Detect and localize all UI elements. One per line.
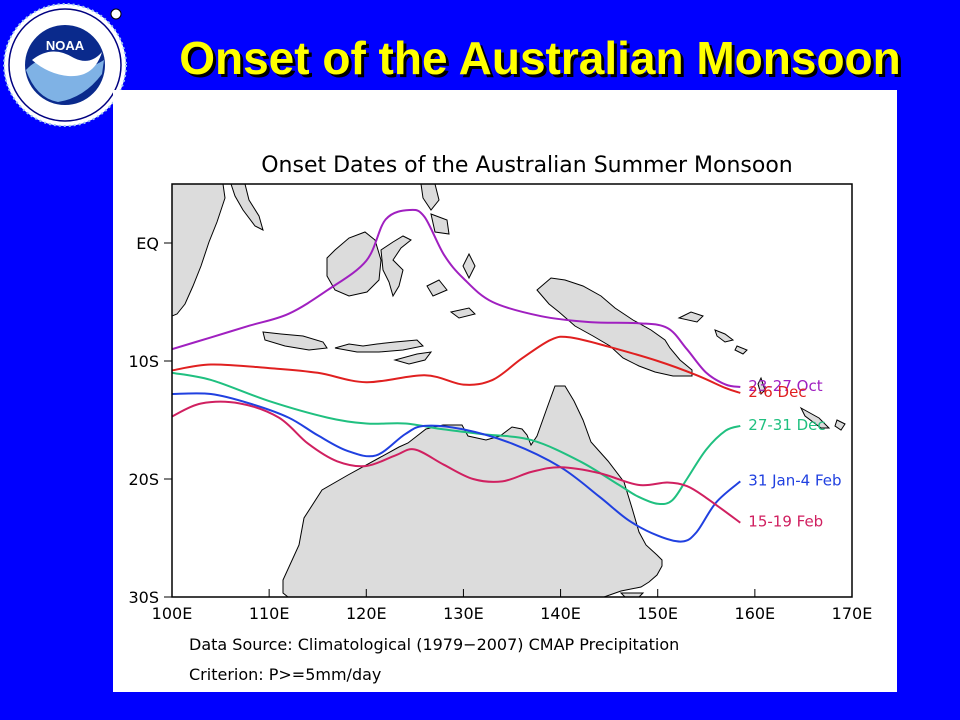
land-borneo <box>326 231 382 297</box>
land-java <box>262 331 328 351</box>
onset-curves <box>172 208 741 543</box>
land-moluccas <box>426 279 448 297</box>
y-tick-label: EQ <box>136 234 159 253</box>
footnote-criterion: Criterion: P>=5mm/day <box>189 665 381 684</box>
x-tick-label: 120E <box>346 604 387 623</box>
x-tick-label: 170E <box>832 604 873 623</box>
x-tick-labels: 100E 110E 120E 130E 140E 150E 160E 170E <box>152 604 873 623</box>
curve-label: 31 Jan-4 Feb <box>748 471 841 489</box>
land-tasmania <box>619 592 645 597</box>
land-sulawesi <box>380 235 412 298</box>
noaa-logo: NOAA <box>3 3 127 127</box>
map-title: Onset Dates of the Australian Summer Mon… <box>261 153 793 178</box>
onset-curve-15-19-feb <box>172 400 741 524</box>
monsoon-map: Onset Dates of the Australian Summer Mon… <box>128 153 873 684</box>
onset-curve-23-27-oct <box>172 208 741 388</box>
land-lesser-sunda <box>334 339 425 353</box>
curve-label: 23-27 Oct <box>748 377 822 395</box>
land-solomons <box>714 329 735 343</box>
x-tick-label: 160E <box>735 604 776 623</box>
land-vanuatu <box>757 376 766 395</box>
land-new-britain <box>677 311 704 323</box>
land-seram <box>449 307 476 319</box>
monsoon-map-panel: Onset Dates of the Australian Summer Mon… <box>113 90 897 692</box>
curve-label: 15-19 Feb <box>748 513 823 531</box>
land-new-guinea <box>536 277 693 377</box>
y-tick-labels: EQ 10S 20S 30S <box>128 234 159 607</box>
slide-title: Onset of the Australian Monsoon <box>179 32 901 84</box>
x-tick-label: 140E <box>540 604 581 623</box>
land-sumatra <box>172 184 226 317</box>
land-fiji <box>834 419 846 431</box>
x-tick-label: 130E <box>443 604 484 623</box>
land-australia <box>282 385 663 597</box>
land-malay-peninsula <box>230 184 264 231</box>
land-philippines <box>420 184 440 211</box>
land-layer <box>172 184 846 597</box>
x-tick-label: 100E <box>152 604 193 623</box>
land-mindanao <box>430 213 450 235</box>
land-timor <box>393 351 433 365</box>
x-tick-label: 150E <box>637 604 678 623</box>
svg-text:NOAA: NOAA <box>46 38 85 53</box>
onset-curve-2-6-dec <box>172 335 741 394</box>
land-halmahera <box>462 252 476 280</box>
onset-curve-31-jan-4-feb <box>172 392 741 543</box>
land-new-caledonia <box>799 406 831 429</box>
footnote-source: Data Source: Climatological (1979−2007) … <box>189 635 679 654</box>
x-tick-label: 110E <box>249 604 290 623</box>
land-solomons-2 <box>734 345 748 355</box>
y-tick-label: 10S <box>128 352 159 371</box>
curve-label: 27-31 Dec <box>748 416 825 434</box>
onset-curve-27-31-dec <box>172 371 741 506</box>
y-tick-label: 30S <box>128 588 159 607</box>
y-tick-label: 20S <box>128 470 159 489</box>
curve-label: 2-6 Dec <box>748 383 806 401</box>
plot-frame <box>171 183 853 598</box>
